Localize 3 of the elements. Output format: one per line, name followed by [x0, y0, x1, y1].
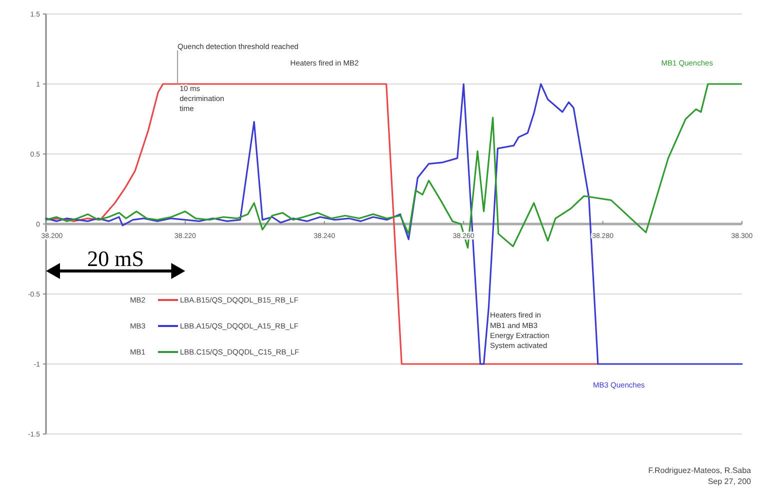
text: Sep 27, 200 — [708, 477, 752, 486]
text: F.Rodriguez-Mateos, R.Saba — [648, 466, 752, 475]
annotation: 20 mS — [87, 246, 144, 271]
